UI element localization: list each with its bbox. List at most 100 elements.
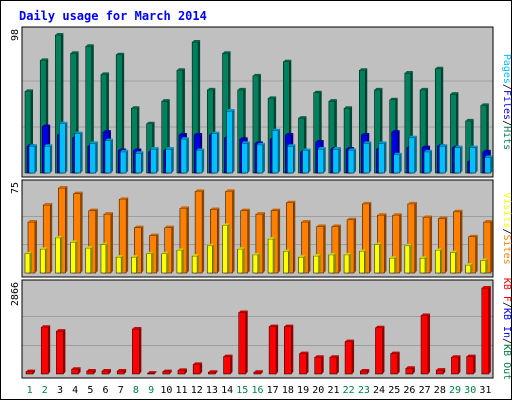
pages-bar-top — [408, 135, 417, 138]
pages-bar-side — [156, 147, 159, 173]
sites-bar — [42, 203, 53, 274]
sites-bar-top — [210, 207, 220, 210]
visits-bar-side — [136, 255, 139, 273]
kbf-bar-side — [336, 355, 339, 374]
pages-bar-side — [232, 109, 235, 173]
pages-bar-side — [323, 147, 326, 173]
pages-bar-top — [348, 148, 357, 151]
kbf-bar-side — [169, 369, 172, 374]
visits-bar — [161, 251, 169, 274]
pages-bar-face — [484, 157, 492, 174]
kbf-bar-face — [208, 371, 216, 375]
sites-bar-top — [453, 209, 463, 212]
sites-bar-side — [369, 201, 372, 273]
visits-bar-face — [191, 255, 198, 274]
sites-bar — [240, 208, 250, 274]
pages-bar — [469, 145, 478, 174]
visits-bar-face — [419, 258, 426, 274]
visits-bar — [55, 235, 63, 274]
visits-bar-top — [161, 251, 169, 254]
sites-bar-top — [179, 206, 189, 209]
sites-bar — [194, 189, 205, 274]
pages-bar — [256, 142, 265, 174]
kbf-bar — [86, 368, 96, 375]
visits-bar-top — [40, 247, 48, 250]
visits-bar-face — [389, 258, 395, 274]
sites-bar-top — [362, 201, 372, 204]
visits-bar-side — [349, 252, 352, 273]
sites-bar-side — [338, 224, 341, 273]
visits-bar-face — [85, 247, 92, 274]
pages-bar-face — [302, 150, 309, 174]
kbf-bar-top — [375, 325, 385, 328]
x-tick-label: 20 — [312, 385, 324, 396]
kbf-bar-side — [184, 368, 187, 374]
hits-bar-top — [146, 121, 155, 124]
hits-bar-top — [192, 40, 201, 43]
visits-bar-top — [313, 254, 321, 256]
pages-bar-top — [363, 141, 372, 144]
kbf-bar-face — [344, 341, 353, 375]
kbf-bar-face — [451, 356, 459, 375]
kbf-bar-top — [284, 324, 294, 327]
visits-bar-top — [298, 255, 306, 258]
visits-bar — [465, 263, 473, 274]
hits-bar-top — [207, 87, 216, 90]
kbf-bar-top — [117, 368, 127, 371]
sites-bar — [316, 224, 326, 274]
visits-bar-top — [435, 248, 443, 251]
sites-bar-top — [225, 189, 235, 192]
pages-bar-top — [454, 145, 463, 148]
visits-bar-side — [409, 243, 412, 273]
kbf-bar — [25, 369, 35, 375]
pages-bar-face — [226, 110, 233, 174]
pages-bar — [423, 149, 433, 174]
sites-bar-side — [156, 233, 159, 273]
visits-bar-face — [313, 255, 319, 274]
visits-bar-face — [237, 248, 243, 274]
pages-bar-side — [399, 152, 402, 173]
pages-bar-top — [165, 147, 174, 150]
kbf-bar-side — [443, 368, 446, 374]
visits-bar-top — [116, 255, 124, 258]
pages-bar-top — [226, 109, 235, 112]
pages-bar-face — [195, 150, 203, 174]
pages-bar-side — [308, 148, 311, 173]
kbf-bar-face — [86, 370, 95, 375]
pages-bar-top — [287, 144, 296, 147]
sites-bar-top — [438, 216, 448, 219]
right-axis-label: Pages/Files/Hits — [501, 54, 512, 150]
x-tick-label: 12 — [191, 385, 203, 396]
pages-bar-top — [424, 149, 433, 152]
y-max-label: 2866 — [10, 282, 21, 306]
sites-bar-top — [301, 220, 311, 222]
sites-bar-top — [392, 213, 402, 216]
kbf-bar-side — [200, 362, 203, 374]
pages-bar-face — [408, 137, 416, 174]
visits-bar — [39, 247, 48, 274]
visits-bar-side — [105, 242, 108, 273]
kbf-bar-top — [71, 367, 81, 370]
pages-bar — [195, 148, 205, 174]
kbf-bar-face — [56, 330, 64, 375]
sites-bar-side — [80, 191, 83, 273]
sites-bar-side — [232, 189, 235, 273]
files-bar-top — [194, 132, 203, 135]
hits-bar-top — [389, 97, 398, 100]
visits-bar-side — [121, 255, 124, 273]
visits-bar — [328, 252, 336, 274]
sites-bar — [179, 206, 189, 274]
visits-bar-top — [283, 249, 291, 252]
visits-bar-side — [303, 255, 306, 273]
visits-bar-top — [70, 240, 78, 243]
visits-bar — [283, 249, 291, 274]
x-tick-label: 27 — [419, 385, 431, 396]
right-axis-label-part: KB F — [501, 278, 512, 302]
visits-bar-side — [257, 252, 260, 273]
kbf-bar-face — [253, 371, 262, 375]
x-tick-label: 8 — [133, 385, 139, 396]
kbf-bar-side — [93, 368, 96, 374]
visits-bar — [222, 223, 230, 274]
kbf-bar-face — [314, 356, 322, 375]
